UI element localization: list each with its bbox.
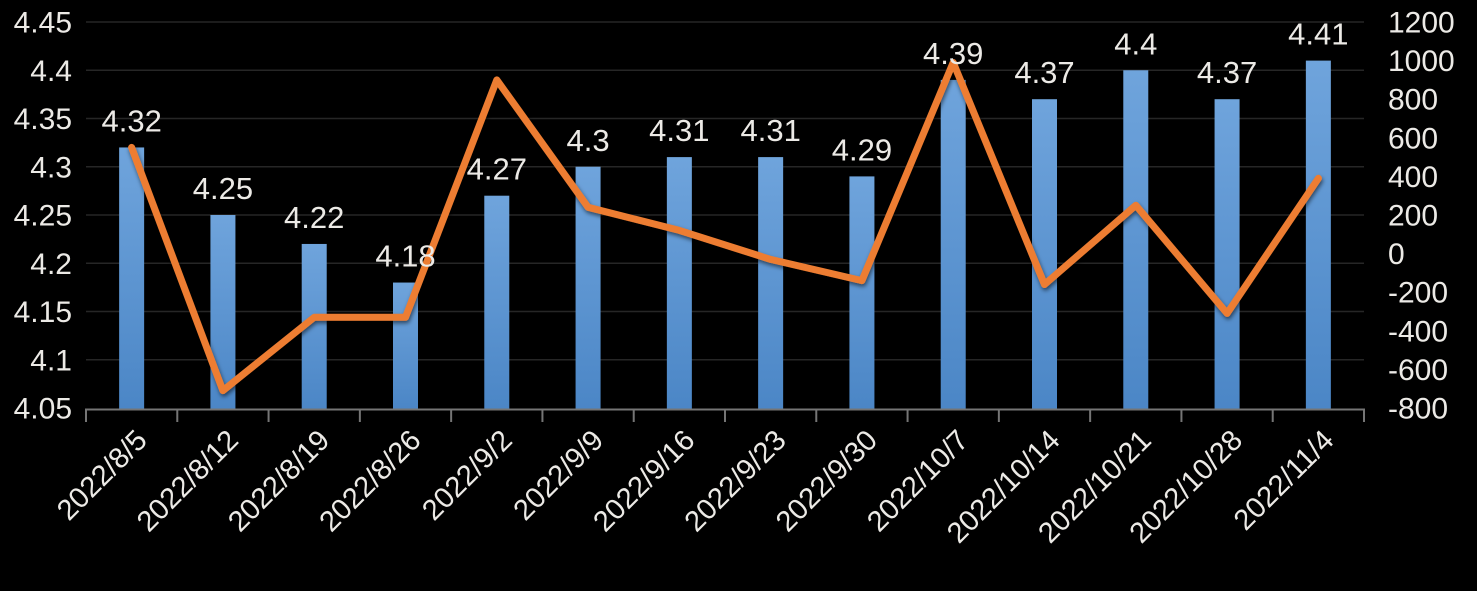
left-axis-tick-label: 4.35 [14,103,72,136]
bar-value-label: 4.4 [1114,26,1157,61]
bar-value-label: 4.29 [832,132,892,167]
left-axis-tick-label: 4.15 [14,296,72,329]
bar [119,147,145,409]
bar [1032,99,1057,409]
left-axis-tick-label: 4.05 [14,393,72,426]
bar-value-label: 4.41 [1288,17,1348,52]
right-axis-tick-label: 400 [1388,161,1438,194]
bar [1214,99,1240,409]
bar [484,195,510,409]
bar [1305,60,1331,409]
bar-value-label: 4.31 [649,113,709,148]
right-axis-tick-label: -400 [1388,315,1448,348]
bar [849,176,875,409]
bar [940,79,966,410]
right-axis-tick-label: 1000 [1388,45,1455,78]
right-axis-tick-label: 200 [1388,200,1438,233]
bar-value-label: 4.3 [567,123,610,158]
left-axis-tick-label: 4.2 [30,248,72,281]
right-axis-tick-label: 0 [1388,238,1405,271]
bar-value-label: 4.25 [193,171,253,206]
bar-value-label: 4.18 [375,239,435,274]
bar [1123,70,1149,409]
bar [758,157,784,409]
bar [666,157,692,409]
bar-value-label: 4.37 [1014,55,1074,90]
right-axis-tick-label: 1200 [1388,7,1455,40]
bar-value-label: 4.27 [467,152,527,187]
left-axis-tick-label: 4.1 [30,344,72,377]
bar-value-label: 4.32 [101,103,161,138]
right-axis-tick-label: -800 [1388,393,1448,426]
right-axis-tick-label: -200 [1388,277,1448,310]
trend-line [128,59,1322,395]
right-axis-tick-label: 600 [1388,122,1438,155]
bar-value-label: 4.39 [923,36,983,71]
left-axis-tick-label: 4.25 [14,200,72,233]
left-axis-tick-label: 4.4 [30,55,72,88]
bar-value-label: 4.31 [740,113,800,148]
right-axis-tick-label: -600 [1388,354,1448,387]
bar-value-label: 4.37 [1197,55,1257,90]
left-axis-tick-label: 4.3 [30,151,72,184]
bar-value-label: 4.22 [284,200,344,235]
right-axis-tick-label: 800 [1388,84,1438,117]
left-axis-tick-label: 4.45 [14,7,72,40]
